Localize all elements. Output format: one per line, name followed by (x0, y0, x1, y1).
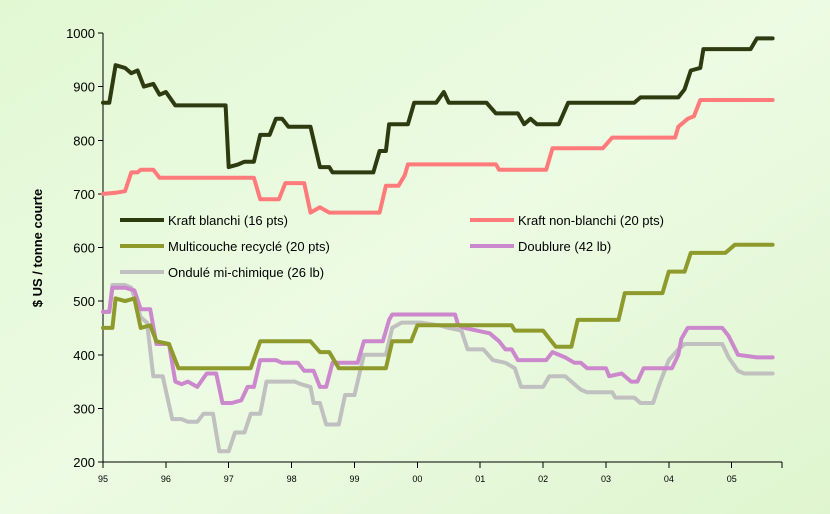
y-tick-label: 400 (73, 348, 95, 363)
legend-label: Ondulé mi-chimique (26 lb) (168, 265, 324, 280)
x-axis: 95 96 97 98 99 00 01 02 03 04 05 (98, 461, 783, 484)
x-tick-label: 95 (98, 474, 108, 484)
x-tick-label: 97 (224, 474, 234, 484)
series-line (101, 36, 775, 175)
y-tick-label: 900 (73, 80, 95, 95)
series-line (101, 242, 775, 371)
y-tick-label: 500 (73, 294, 95, 309)
series-line (101, 98, 775, 215)
legend-label: Kraft non-blanchi (20 pts) (518, 213, 664, 228)
x-tick-label: 01 (475, 474, 485, 484)
x-tick-label: 04 (664, 474, 674, 484)
x-tick-label: 96 (161, 474, 171, 484)
y-tick-label: 600 (73, 241, 95, 256)
x-tick-label: 03 (601, 474, 611, 484)
x-tick-label: 00 (412, 474, 422, 484)
y-tick-label: 700 (73, 187, 95, 202)
y-tick-label: 1000 (66, 26, 95, 41)
legend-label: Kraft blanchi (16 pts) (168, 213, 288, 228)
series-line (101, 283, 775, 454)
series-lines (101, 36, 775, 454)
y-tick-label: 200 (73, 455, 95, 470)
legend: Kraft blanchi (16 pts) Kraft non-blanchi … (120, 213, 664, 280)
x-tick-label: 99 (349, 474, 359, 484)
legend-label: Multicouche recyclé (20 pts) (168, 239, 330, 254)
x-tick-label: 98 (287, 474, 297, 484)
series-line (101, 285, 775, 405)
y-axis-label: $ US / tonne courte (30, 189, 45, 307)
legend-label: Doublure (42 lb) (518, 239, 611, 254)
x-tick-label: 05 (727, 474, 737, 484)
x-tick-label: 02 (538, 474, 548, 484)
y-tick-label: 800 (73, 133, 95, 148)
y-axis: 200 300 400 500 600 700 800 900 1000 (66, 26, 104, 470)
y-tick-label: 300 (73, 401, 95, 416)
